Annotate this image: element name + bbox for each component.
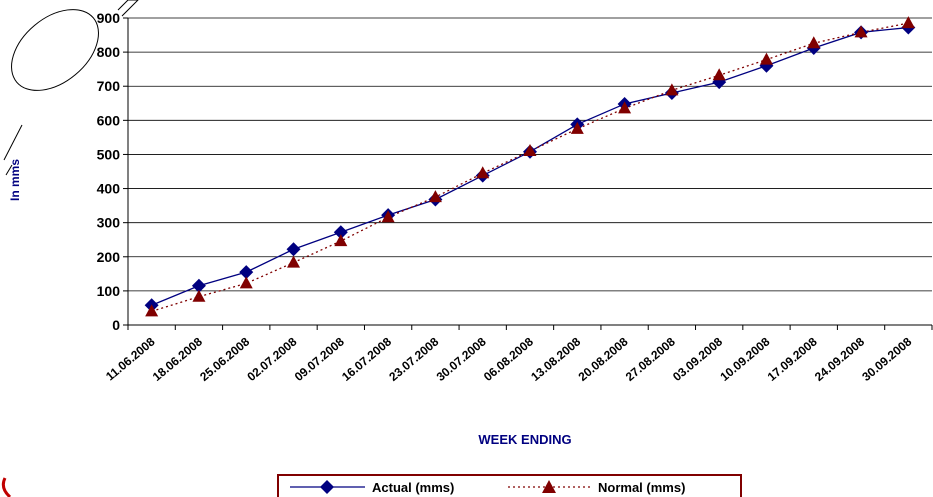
x-tick-label: 13.08.2008 <box>528 334 583 384</box>
x-tick-label: 18.06.2008 <box>150 334 205 384</box>
normal-point <box>854 25 868 38</box>
x-tick-label: 06.08.2008 <box>481 334 536 384</box>
normal-point <box>570 121 584 134</box>
x-tick-label: 20.08.2008 <box>576 334 631 384</box>
x-tick-label: 17.09.2008 <box>765 334 820 384</box>
x-tick-label: 10.09.2008 <box>717 334 772 384</box>
y-tick-label: 600 <box>97 112 121 128</box>
x-tick-label: 03.09.2008 <box>670 334 725 384</box>
legend-actual-label: Actual (mms) <box>372 480 454 495</box>
normal-point <box>145 304 159 317</box>
series-layer <box>144 16 916 317</box>
series-normal-line <box>151 22 909 312</box>
x-axis-title: WEEK ENDING <box>478 432 571 447</box>
y-tick-label: 700 <box>97 78 121 94</box>
legend-box <box>277 474 742 497</box>
legend-normal-marker <box>542 480 556 493</box>
x-tick-label: 24.09.2008 <box>812 334 867 384</box>
legend-normal-label: Normal (mms) <box>598 480 685 495</box>
normal-point <box>901 16 915 29</box>
normal-point <box>523 144 537 157</box>
legend-item-normal: Normal (mms) <box>508 480 685 495</box>
x-tick-label: 02.07.2008 <box>244 334 299 384</box>
actual-point <box>333 225 348 240</box>
normal-point <box>192 289 206 302</box>
x-tick-label: 16.07.2008 <box>339 334 394 384</box>
y-tick-label: 500 <box>97 146 121 162</box>
normal-point <box>239 276 253 289</box>
y-tick-label: 300 <box>97 215 121 231</box>
legend-item-actual: Actual (mms) <box>290 480 454 495</box>
normal-point <box>381 210 395 223</box>
x-tick-label: 27.08.2008 <box>623 334 678 384</box>
normal-point <box>712 68 726 81</box>
y-tick-label: 100 <box>97 283 121 299</box>
x-tick-label: 11.06.2008 <box>103 334 158 383</box>
y-axis-ticks: 0 100 200 300 400 500 600 700 800 900 <box>97 10 128 333</box>
actual-point <box>191 278 206 293</box>
x-axis-ticks: 11.06.200818.06.200825.06.200802.07.2008… <box>103 325 933 384</box>
normal-point <box>428 190 442 203</box>
grid-lines <box>128 17 932 292</box>
x-tick-label: 23.07.2008 <box>386 334 441 384</box>
series-actual-line <box>151 26 909 306</box>
x-tick-label: 25.06.2008 <box>197 334 252 384</box>
watermark-shape <box>1 0 139 497</box>
normal-point <box>287 255 301 268</box>
x-tick-label: 30.09.2008 <box>859 334 914 384</box>
y-tick-label: 0 <box>112 317 120 333</box>
normal-point <box>334 234 348 247</box>
normal-point <box>476 166 490 179</box>
actual-point <box>239 265 254 280</box>
actual-point <box>286 242 301 257</box>
y-tick-label: 200 <box>97 249 121 265</box>
legend: Actual (mms) Normal (mms) <box>277 474 742 497</box>
y-axis-title: In mms <box>8 159 22 201</box>
x-tick-label: 09.07.2008 <box>292 334 347 384</box>
normal-point <box>759 52 773 65</box>
y-tick-label: 900 <box>97 10 121 26</box>
normal-point <box>665 83 679 96</box>
y-tick-label: 400 <box>97 181 121 197</box>
normal-point <box>618 101 632 114</box>
y-tick-label: 800 <box>97 44 121 60</box>
normal-point <box>807 36 821 49</box>
axes <box>127 18 932 326</box>
legend-actual-marker <box>320 480 334 494</box>
x-tick-label: 30.07.2008 <box>434 334 489 384</box>
